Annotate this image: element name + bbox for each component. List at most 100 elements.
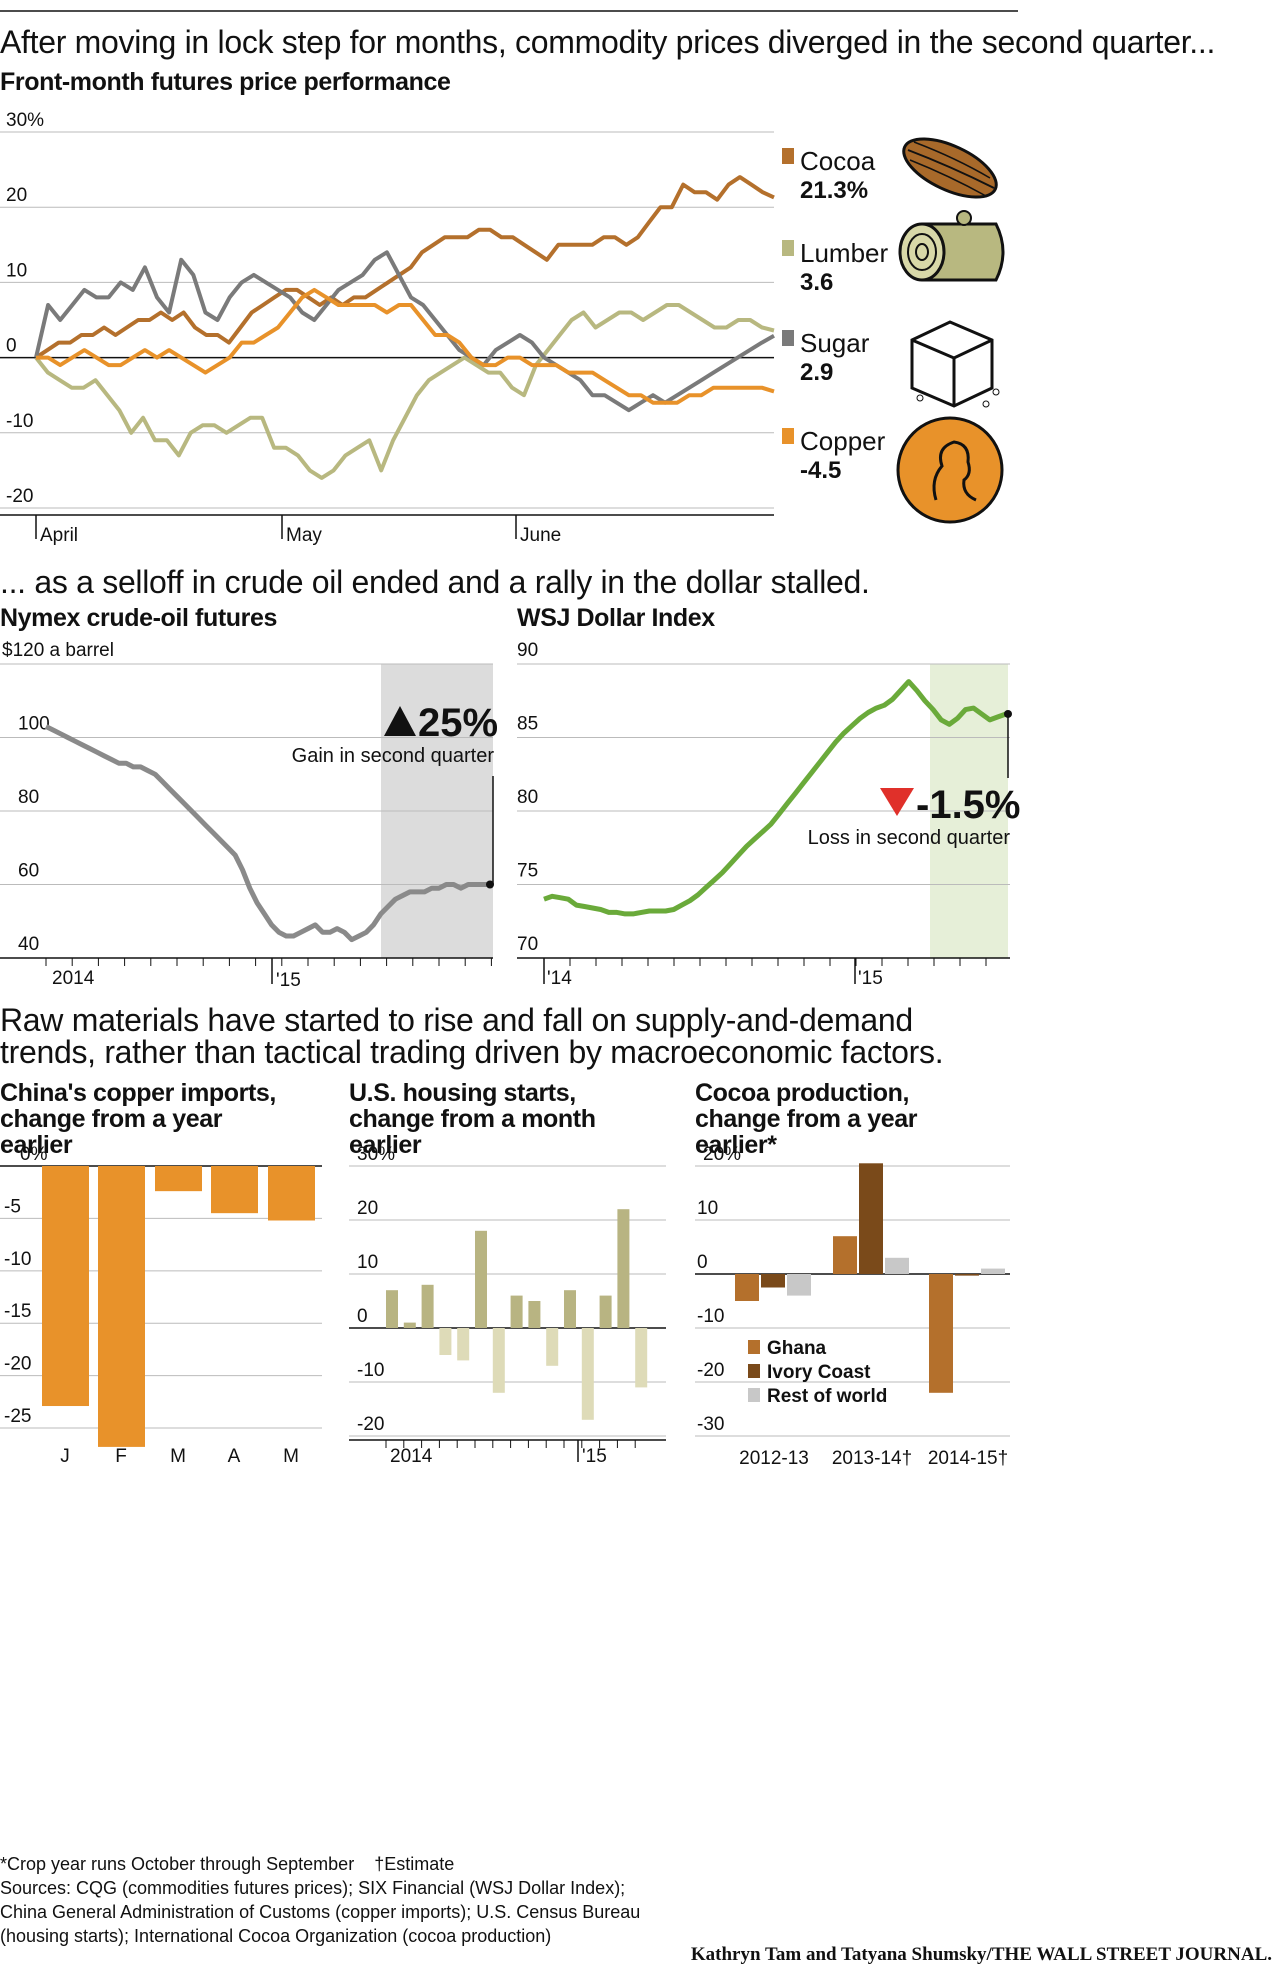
housing-bar — [492, 1328, 505, 1393]
chart1-title: Front-month futures price performance — [0, 68, 451, 96]
y-tick-label: 30% — [6, 110, 44, 131]
sources-text: Sources: CQG (commodities futures prices… — [0, 1878, 641, 1946]
copper-imports-title: China's copper imports, change from a ye… — [0, 1079, 276, 1159]
x-tick-label: June — [520, 525, 561, 546]
bar-ivory-coast — [955, 1274, 979, 1276]
housing-bar — [439, 1328, 452, 1355]
bar-ivory-coast — [761, 1274, 785, 1288]
series-value-lumber: 3.6 — [800, 269, 833, 296]
legend-label-ghana: Ghana — [767, 1338, 827, 1359]
y-tick-label: -15 — [4, 1301, 31, 1322]
x-tick-label: May — [286, 525, 322, 546]
y-tick-label: -20 — [357, 1414, 384, 1435]
housing-bar — [403, 1322, 416, 1328]
y-tick-label: -10 — [697, 1306, 724, 1327]
y-tick-label: 40 — [18, 934, 39, 955]
y-tick-label: 70 — [517, 934, 538, 955]
lumber-log-icon — [898, 210, 1005, 282]
bar-ghana — [929, 1274, 953, 1393]
bar-A — [211, 1166, 258, 1214]
headline-1: After moving in lock step for months, co… — [0, 24, 1216, 60]
legend-label-rest-of-world: Rest of world — [767, 1386, 887, 1407]
legend-swatch-lumber — [782, 240, 794, 256]
housing-bar — [510, 1295, 523, 1328]
y-tick-label: -10 — [357, 1360, 384, 1381]
copper-penny-icon — [896, 416, 1004, 524]
series-label-copper: Copper — [800, 426, 886, 456]
dollar-end-dot — [1004, 709, 1012, 718]
oil-price-line — [44, 724, 490, 943]
y-tick-label: 20 — [6, 185, 27, 206]
housing-bar — [581, 1328, 594, 1420]
up-triangle-icon — [384, 706, 416, 736]
footnote-crop: *Crop year runs October through Septembe… — [0, 1854, 355, 1874]
series-label-sugar: Sugar — [800, 328, 870, 358]
y-tick-label: 60 — [18, 861, 39, 882]
housing-bar — [599, 1295, 612, 1328]
y-tick-label: 80 — [18, 787, 39, 808]
series-label-lumber: Lumber — [800, 238, 888, 268]
y-tick-label: 75 — [517, 861, 538, 882]
y-tick-label: 0 — [6, 336, 17, 357]
y-tick-label: 90 — [517, 640, 538, 661]
dollar-index-line — [543, 679, 1007, 917]
y-tick-label: -25 — [4, 1406, 31, 1427]
y-tick-label: -30 — [697, 1414, 724, 1435]
oil-end-dot — [486, 880, 494, 889]
y-tick-label: 10 — [697, 1198, 718, 1219]
x-tick-label: 2014 — [390, 1446, 433, 1467]
housing-bar — [386, 1290, 398, 1328]
credit-line: Kathryn Tam and Tatyana Shumsky/THE WALL… — [690, 1944, 1272, 1965]
bar-M — [268, 1166, 315, 1221]
y-tick-label: 0% — [20, 1144, 48, 1165]
housing-bar — [475, 1230, 487, 1328]
series-value-cocoa: 21.3% — [800, 177, 868, 204]
y-tick-label: 85 — [517, 714, 538, 735]
x-tick-label: 2014-15† — [928, 1448, 1008, 1469]
oil-annotation-value: 25% — [418, 701, 498, 745]
housing-bar — [635, 1328, 648, 1388]
y-tick-label: 10 — [357, 1252, 378, 1273]
bar-M — [155, 1166, 202, 1192]
series-value-sugar: 2.9 — [800, 359, 833, 386]
x-tick-label: F — [115, 1446, 127, 1467]
x-tick-label: M — [170, 1446, 186, 1467]
headline-3: Raw materials have started to rise and f… — [0, 1002, 944, 1070]
legend-swatch-cocoa — [782, 148, 794, 164]
bar-rest-of-world — [787, 1274, 811, 1296]
housing-bar — [421, 1284, 434, 1328]
legend-swatch-ghana — [748, 1340, 760, 1354]
x-tick-label: A — [228, 1446, 241, 1467]
down-triangle-icon — [880, 788, 914, 816]
dollar-annotation-text: Loss in second quarter — [808, 827, 1011, 849]
legend-swatch-copper — [782, 428, 794, 444]
y-tick-label: $120 a barrel — [2, 640, 114, 661]
footnotes: *Crop year runs October through Septembe… — [0, 1852, 660, 1948]
series-value-copper: -4.5 — [800, 457, 841, 484]
legend-label-ivory-coast: Ivory Coast — [767, 1362, 871, 1383]
y-tick-label: 0 — [357, 1306, 368, 1327]
series-line-lumber — [34, 303, 775, 480]
y-tick-label: -5 — [4, 1196, 21, 1217]
x-tick-label: 2012-13 — [739, 1448, 809, 1469]
y-tick-label: -20 — [6, 486, 33, 507]
legend-swatch-sugar — [782, 330, 794, 346]
y-tick-label: 80 — [517, 787, 538, 808]
oil-chart-title: Nymex crude-oil futures — [0, 604, 277, 632]
x-tick-label: 2013-14† — [832, 1448, 912, 1469]
x-tick-label: '15 — [858, 968, 883, 989]
sugar-cube-icon — [910, 320, 1000, 408]
dollar-annotation-value: -1.5% — [916, 783, 1021, 827]
y-tick-label: 30% — [357, 1144, 395, 1165]
series-line-copper — [36, 287, 775, 405]
housing-bar — [564, 1290, 576, 1328]
housing-bar — [457, 1328, 470, 1361]
x-tick-label: April — [40, 525, 78, 546]
housing-bar — [617, 1209, 630, 1328]
cocoa-pod-icon — [902, 137, 998, 199]
bar-ivory-coast — [859, 1163, 883, 1274]
x-tick-label: M — [283, 1446, 299, 1467]
housing-bar — [546, 1328, 559, 1366]
y-tick-label: -20 — [4, 1354, 31, 1375]
y-tick-label: 0 — [697, 1252, 708, 1273]
